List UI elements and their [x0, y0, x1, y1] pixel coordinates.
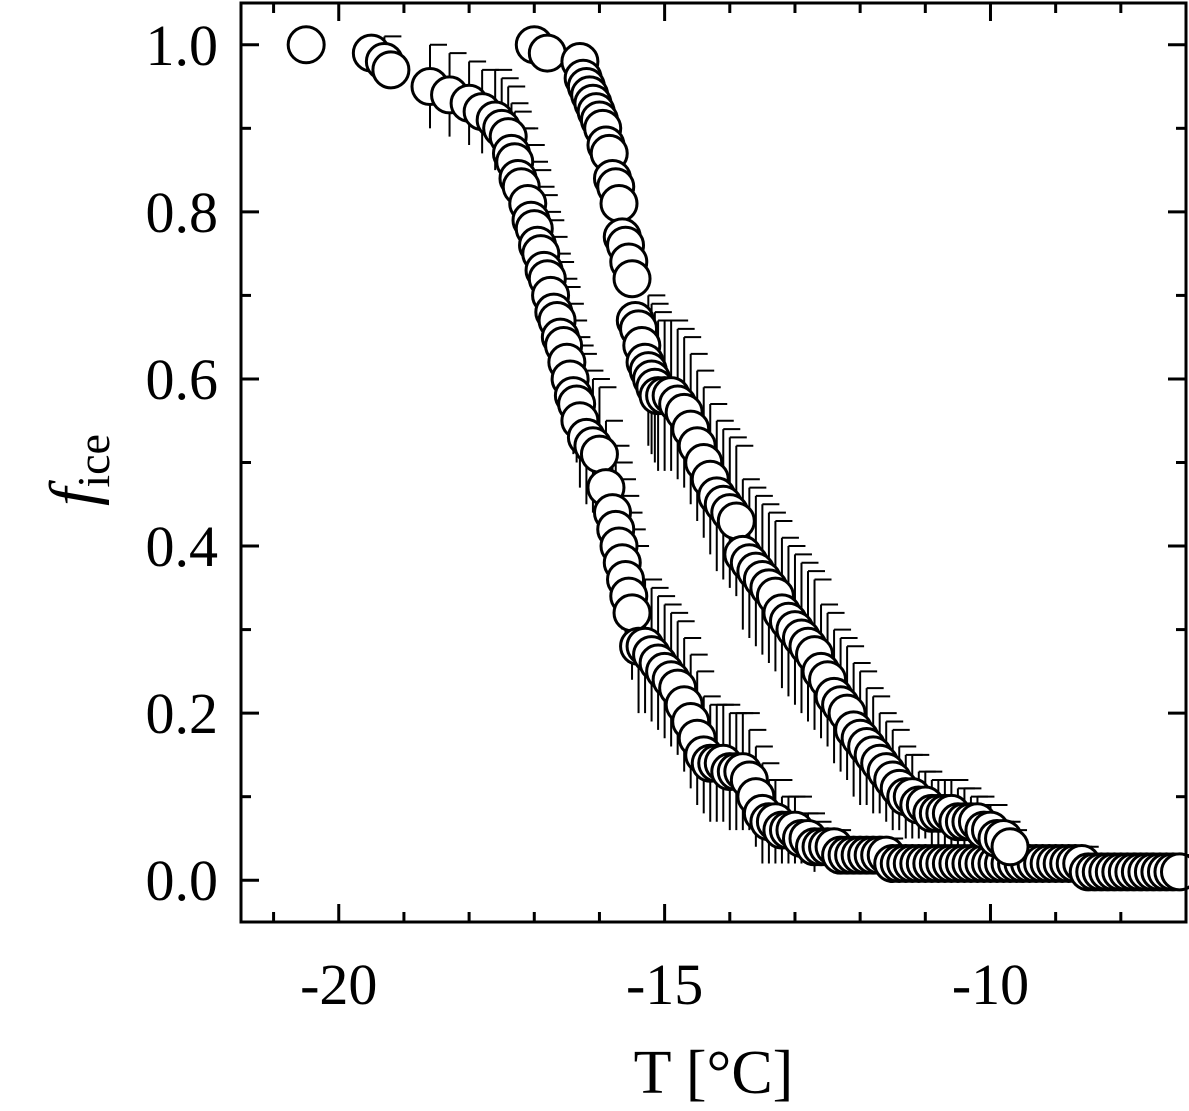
data-point	[1159, 852, 1189, 892]
x-tick-label: -10	[952, 952, 1029, 1017]
data-point	[286, 25, 326, 65]
y-tick-label: 0.6	[146, 347, 219, 412]
x-tick-label: -20	[300, 952, 377, 1017]
data-point	[599, 184, 639, 224]
data-point	[371, 50, 411, 90]
y-tick-label: 1.0	[146, 13, 219, 78]
tick-labels: -20 -15 -10 0.0 0.2 0.4 0.6 0.8 1.0	[146, 13, 1030, 1017]
data-point	[612, 259, 652, 299]
x-axis-label: T [°C]	[634, 1039, 794, 1107]
plot-frame	[239, 1, 1188, 924]
data-point	[579, 434, 619, 474]
data-points	[286, 25, 1189, 892]
axis-ticks	[241, 3, 1188, 922]
data-point	[990, 827, 1030, 867]
y-tick-label: 0.4	[146, 514, 219, 579]
y-tick-label: 0.8	[146, 180, 219, 245]
y-axis-label-subscript: ice	[68, 434, 119, 488]
data-point	[612, 593, 652, 633]
y-tick-label: 0.0	[146, 848, 219, 913]
y-axis-label-text: fice	[37, 434, 119, 506]
x-tick-label: -15	[626, 952, 703, 1017]
y-axis-label: fice	[37, 434, 119, 506]
data-point	[716, 501, 756, 541]
data-point	[527, 33, 567, 73]
y-tick-label: 0.2	[146, 681, 219, 746]
